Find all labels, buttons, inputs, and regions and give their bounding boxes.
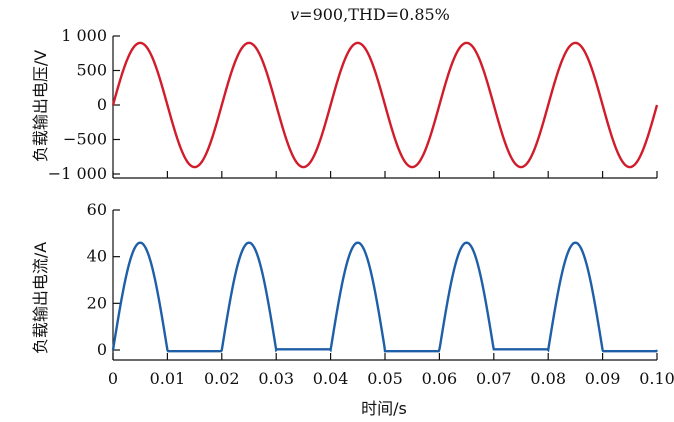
current-x-tick-label: 0.08 [530, 369, 566, 388]
current-y-ticks: 0 20 40 60 [87, 200, 120, 359]
voltage-y-tick-label: 500 [76, 61, 107, 80]
voltage-y-tick-label: 1 000 [61, 26, 107, 45]
voltage-y-ticks: −1 000 −500 0 500 1 000 [48, 26, 120, 183]
title-text: =900,THD=0.85% [299, 5, 450, 24]
current-x-tick-label: 0.01 [150, 369, 186, 388]
current-x-tick-label: 0.06 [422, 369, 458, 388]
x-axis-label: 时间/s [361, 399, 407, 418]
current-x-ticks: 0 0.01 0.02 0.03 0.04 0.05 0.06 0.07 0.08 0.09 0.1… [108, 353, 674, 388]
current-x-tick-label: 0.02 [204, 369, 240, 388]
current-y-axis-label: 负载输出电流/A [31, 242, 50, 354]
current-x-tick-label: 0 [108, 369, 118, 388]
current-panel: 0 20 40 60 0 0.01 0.02 0.03 0.04 0.05 0.06 0.07 0.0… [31, 200, 674, 418]
voltage-y-tick-label: −500 [63, 130, 107, 149]
current-x-tick-label: 0.07 [476, 369, 512, 388]
voltage-y-axis-label: 负载输出电压/V [31, 50, 50, 162]
current-x-tick-label: 0.03 [258, 369, 294, 388]
voltage-y-tick-label: 0 [97, 95, 107, 114]
current-x-tick-label: 0.10 [639, 369, 674, 388]
current-series-line [111, 241, 659, 353]
current-x-tick-label: 0.09 [585, 369, 621, 388]
chart-title: v=900,THD=0.85% [290, 5, 450, 24]
voltage-y-tick-label: −1 000 [48, 164, 107, 183]
current-x-tick-label: 0.04 [313, 369, 349, 388]
current-y-tick-label: 60 [87, 200, 107, 219]
current-y-tick-label: 0 [97, 340, 107, 359]
voltage-x-ticks [112, 171, 658, 178]
voltage-panel: v=900,THD=0.85% −1 000 −500 0 500 1 000 负载输出… [31, 5, 659, 183]
title-variable: v [290, 5, 299, 24]
current-y-tick-label: 20 [87, 293, 107, 312]
current-x-tick-label: 0.05 [367, 369, 403, 388]
current-y-tick-label: 40 [87, 247, 107, 266]
voltage-series-line [111, 41, 659, 169]
